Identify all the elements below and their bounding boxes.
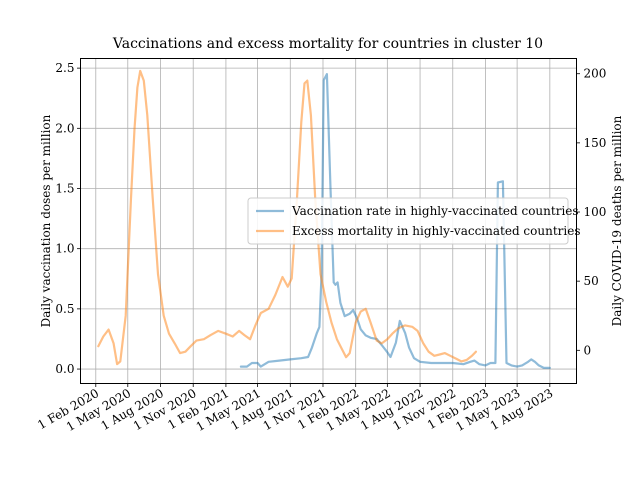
y-right-tick-label: 50 <box>584 274 599 288</box>
y-left-tick-label: 1.0 <box>55 242 74 256</box>
legend: Vaccination rate in highly-vaccinated co… <box>247 197 581 245</box>
y-left-tick-label: 2.0 <box>55 121 74 135</box>
y-left-tick-label: 1.5 <box>55 182 74 196</box>
chart-title: Vaccinations and excess mortality for co… <box>112 36 543 52</box>
y-right-tick-label: 100 <box>584 205 607 219</box>
y-right-tick-label: 200 <box>584 67 607 81</box>
legend-label-vaccination: Vaccination rate in highly-vaccinated co… <box>291 204 579 218</box>
y-axis-left: 0.0 0.5 1.0 1.5 2.0 2.5 <box>55 61 81 376</box>
y-left-tick-label: 0.5 <box>55 302 74 316</box>
y-axis-left-label: Daily vaccination doses per million <box>39 114 53 327</box>
y-right-tick-label: 150 <box>584 136 607 150</box>
plot-frame <box>80 58 577 384</box>
excess-mortality-line <box>97 69 477 366</box>
y-right-tick-label: 0 <box>584 343 592 357</box>
legend-label-excess-mortality: Excess mortality in highly-vaccinated co… <box>292 224 581 238</box>
y-axis-right: 0 50 100 150 200 <box>576 67 607 357</box>
y-axis-right-label: Daily COVID-19 deaths per million <box>610 115 624 326</box>
y-left-tick-label: 2.5 <box>55 61 74 75</box>
legend-box <box>247 197 569 245</box>
y-left-tick-label: 0.0 <box>55 362 74 376</box>
